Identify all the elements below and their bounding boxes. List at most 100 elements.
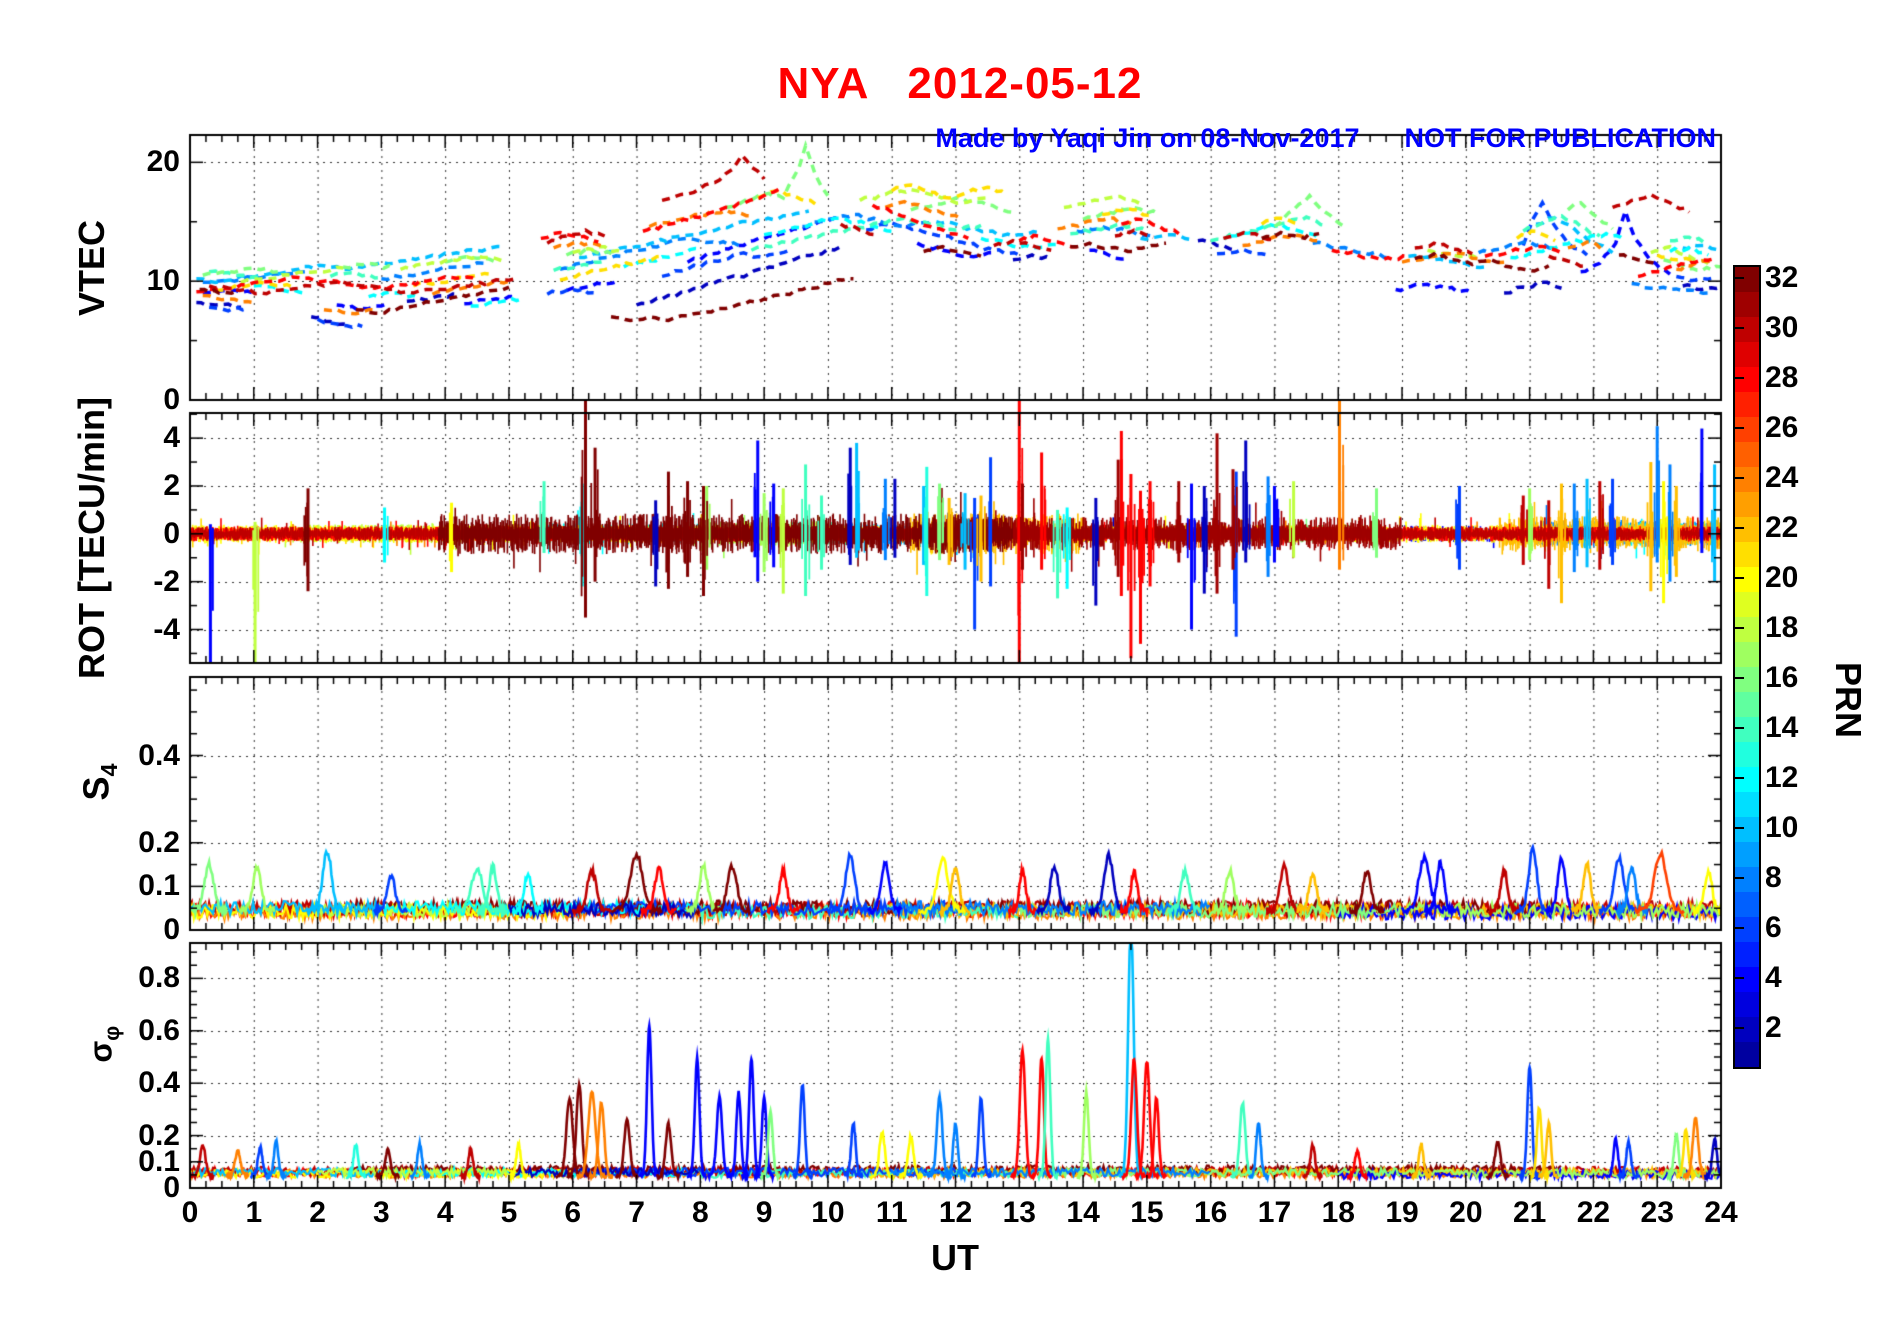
x-tick-9: 9 — [755, 1196, 773, 1229]
rot-ytick--2: -2 — [153, 564, 180, 598]
colorbar-cell-prn-8 — [1735, 867, 1759, 892]
colorbar-tick-dash-20 — [1734, 576, 1744, 579]
colorbar-tick-dash-4 — [1734, 976, 1744, 979]
colorbar-cell-prn-28 — [1735, 367, 1759, 392]
x-tick-22: 22 — [1576, 1196, 1611, 1229]
prn-colorbar — [1733, 265, 1761, 1069]
colorbar-tick-dash-6 — [1734, 926, 1744, 929]
s4-label-main: S — [75, 776, 117, 801]
x-tick-8: 8 — [691, 1196, 709, 1229]
colorbar-cell-prn-32 — [1735, 267, 1759, 292]
colorbar-cell-prn-22 — [1735, 517, 1759, 542]
colorbar-cell-prn-19 — [1735, 592, 1759, 617]
colorbar-cell-prn-27 — [1735, 392, 1759, 417]
x-tick-7: 7 — [628, 1196, 645, 1229]
x-tick-18: 18 — [1321, 1196, 1355, 1229]
rot-ytick-2: 2 — [163, 468, 180, 502]
colorbar-tick-dash-10 — [1734, 826, 1744, 829]
s4-ytick-0.4: 0.4 — [138, 738, 180, 772]
colorbar-tick-dash-24 — [1734, 476, 1744, 479]
page-title: NYA 2012-05-12 — [777, 59, 1143, 108]
prn-tick-14: 14 — [1765, 710, 1799, 744]
prn-tick-8: 8 — [1765, 860, 1782, 894]
colorbar-cell-prn-3 — [1735, 992, 1759, 1017]
prn-tick-32: 32 — [1765, 260, 1799, 294]
x-tick-4: 4 — [436, 1196, 454, 1229]
prn-tick-4: 4 — [1765, 960, 1782, 994]
x-tick-3: 3 — [373, 1196, 390, 1229]
x-tick-16: 16 — [1193, 1196, 1228, 1229]
x-tick-10: 10 — [811, 1196, 845, 1229]
prn-tick-18: 18 — [1765, 610, 1799, 644]
colorbar-cell-prn-20 — [1735, 567, 1759, 592]
x-tick-2: 2 — [309, 1196, 326, 1229]
colorbar-tick-dash-8 — [1734, 876, 1744, 879]
colorbar-cell-prn-29 — [1735, 342, 1759, 367]
colorbar-cell-prn-12 — [1735, 767, 1759, 792]
colorbar-cell-prn-17 — [1735, 642, 1759, 667]
colorbar-cell-prn-23 — [1735, 492, 1759, 517]
colorbar-tick-dash-22 — [1734, 526, 1744, 529]
x-tick-1: 1 — [245, 1196, 263, 1229]
x-tick-11: 11 — [875, 1196, 908, 1229]
colorbar-cell-prn-18 — [1735, 617, 1759, 642]
colorbar-cell-prn-25 — [1735, 442, 1759, 467]
colorbar-tick-dash-26 — [1734, 426, 1744, 429]
x-tick-20: 20 — [1449, 1196, 1483, 1229]
s4-ytick-0.1: 0.1 — [138, 869, 180, 903]
colorbar-cell-prn-30 — [1735, 317, 1759, 342]
colorbar-tick-dash-12 — [1734, 776, 1744, 779]
colorbar-cell-prn-26 — [1735, 417, 1759, 442]
prn-tick-16: 16 — [1765, 660, 1799, 694]
x-tick-6: 6 — [564, 1196, 582, 1229]
x-tick-21: 21 — [1512, 1196, 1547, 1229]
colorbar-cell-prn-11 — [1735, 792, 1759, 817]
colorbar-cell-prn-21 — [1735, 542, 1759, 567]
x-tick-14: 14 — [1066, 1196, 1100, 1229]
colorbar-cell-prn-24 — [1735, 467, 1759, 492]
sigma-ytick-0.2: 0.2 — [138, 1118, 180, 1152]
s4-ytick-0: 0 — [163, 913, 180, 946]
colorbar-tick-dash-16 — [1734, 676, 1744, 679]
colorbar-cell-prn-4 — [1735, 967, 1759, 992]
colorbar-tick-dash-32 — [1734, 276, 1744, 279]
colorbar-axis-label: PRN — [1828, 661, 1869, 739]
x-axis-label: UT — [931, 1237, 979, 1278]
colorbar-cell-prn-2 — [1735, 1017, 1759, 1042]
x-tick-17: 17 — [1257, 1196, 1292, 1229]
x-tick-23: 23 — [1640, 1196, 1674, 1229]
rot-ytick-0: 0 — [163, 516, 180, 550]
vtec-ytick-0: 0 — [163, 383, 180, 416]
vtec-axis-label: VTEC — [71, 219, 112, 317]
colorbar-cell-prn-13 — [1735, 742, 1759, 767]
sigma-ytick-0.6: 0.6 — [138, 1013, 180, 1047]
sigma-ytick-0.8: 0.8 — [138, 961, 180, 995]
colorbar-tick-dash-28 — [1734, 376, 1744, 379]
rot-ytick--4: -4 — [153, 612, 180, 646]
colorbar-cell-prn-31 — [1735, 292, 1759, 317]
colorbar-cell-prn-6 — [1735, 917, 1759, 942]
prn-tick-30: 30 — [1765, 310, 1799, 344]
colorbar-tick-dash-14 — [1734, 726, 1744, 729]
colorbar-cell-prn-7 — [1735, 892, 1759, 917]
colorbar-cell-prn-1 — [1735, 1042, 1759, 1067]
vtec-ytick-20: 20 — [146, 145, 180, 179]
prn-tick-24: 24 — [1765, 460, 1799, 494]
credit-gap — [1360, 123, 1405, 153]
prn-tick-22: 22 — [1765, 510, 1799, 544]
colorbar-cell-prn-10 — [1735, 817, 1759, 842]
x-tick-24: 24 — [1704, 1196, 1738, 1229]
x-tick-0: 0 — [181, 1196, 199, 1229]
prn-tick-26: 26 — [1765, 410, 1799, 444]
x-tick-5: 5 — [500, 1196, 518, 1229]
prn-tick-6: 6 — [1765, 910, 1782, 944]
prn-tick-12: 12 — [1765, 760, 1799, 794]
x-tick-15: 15 — [1130, 1196, 1164, 1229]
colorbar-tick-dash-2 — [1734, 1026, 1744, 1029]
colorbar-cell-prn-9 — [1735, 842, 1759, 867]
sigma-ytick-0.1: 0.1 — [138, 1144, 180, 1178]
sigma-label-sub: φ — [100, 1025, 124, 1041]
credit-line: Made by Yaqi Jin on 08-Nov-2017 NOT FOR … — [905, 98, 1716, 179]
